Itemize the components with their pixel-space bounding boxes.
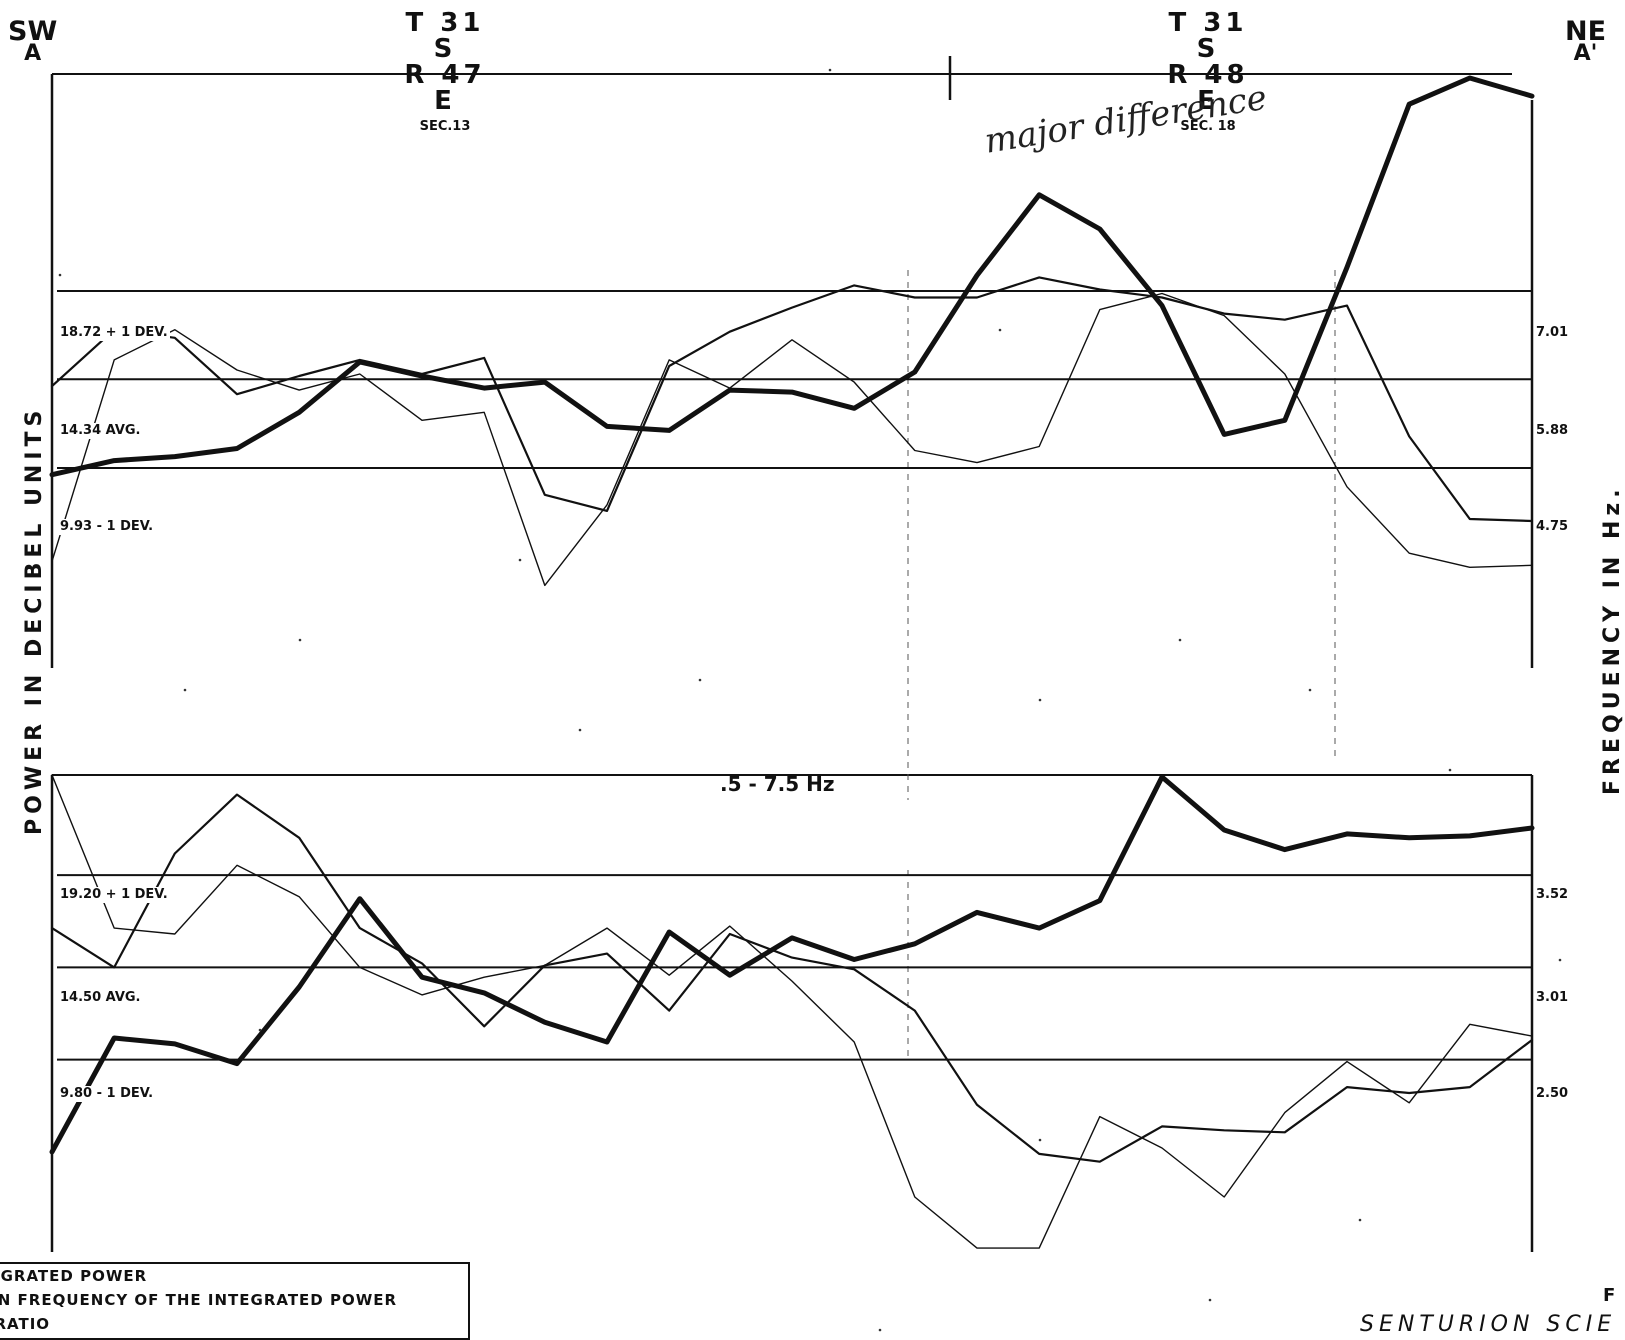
scan-speck-7 xyxy=(878,1328,882,1332)
scan-speck-12 xyxy=(1308,688,1312,692)
lower-freq-avg-label: 3.01 xyxy=(1534,990,1571,1006)
point-a-prime-label: A' xyxy=(1573,41,1598,66)
scan-speck-5 xyxy=(698,678,702,682)
township-right-line1: T 31 S xyxy=(1168,8,1248,64)
legend-box: INTEGRATED POWER MEAN FREQUENCY OF THE I… xyxy=(0,1262,470,1340)
upper-freq-low-label: 4.75 xyxy=(1534,519,1571,535)
township-left-line2: R 47 E xyxy=(404,60,486,116)
upper-series-thin-line xyxy=(51,292,1533,587)
scan-speck-9 xyxy=(1038,698,1042,702)
point-a-label: A xyxy=(24,41,42,66)
upper-freq-avg-label: 5.88 xyxy=(1534,423,1571,439)
scan-speck-8 xyxy=(998,328,1002,332)
township-header-left: T 31 S R 47 E SEC.13 xyxy=(395,10,495,133)
scan-speck-10 xyxy=(1178,638,1182,642)
upper-freq-high-label: 7.01 xyxy=(1534,325,1571,341)
legend-item-sp-ratio: S/P RATIO xyxy=(0,1315,51,1333)
scan-speck-6 xyxy=(828,68,832,72)
upper-avg-label: 14.34 AVG. xyxy=(58,423,143,439)
right-axis-label: FREQUENCY IN Hz. xyxy=(1600,484,1625,795)
scan-speck-13 xyxy=(1448,768,1452,772)
legend-item-integrated-power: INTEGRATED POWER xyxy=(0,1267,148,1285)
upper-series-medium-line xyxy=(50,276,1534,523)
ne-corner-label: NE A' xyxy=(1565,18,1606,65)
lower-plus-dev-label: 19.20 + 1 DEV. xyxy=(58,887,170,903)
scan-speck-11 xyxy=(1208,1298,1212,1302)
township-right-section: SEC. 18 xyxy=(1180,119,1236,134)
scan-speck-1 xyxy=(183,688,187,692)
scan-speck-3 xyxy=(518,558,522,562)
upper-series-thick-line xyxy=(49,75,1535,478)
lower-series-medium-line xyxy=(50,793,1534,1163)
lower-minus-dev-label: 9.80 - 1 DEV. xyxy=(58,1086,156,1102)
township-header-right: T 31 S R 48 E SEC. 18 xyxy=(1158,10,1258,133)
left-axis-label: POWER IN DECIBEL UNITS xyxy=(22,405,47,835)
township-left-line1: T 31 S xyxy=(405,8,485,64)
ne-direction: NE xyxy=(1565,16,1607,47)
scan-speck-17 xyxy=(1038,1138,1042,1142)
scan-speck-15 xyxy=(258,1028,262,1032)
scan-speck-16 xyxy=(1358,1218,1362,1222)
scan-speck-4 xyxy=(578,728,582,732)
lower-freq-high-label: 3.52 xyxy=(1534,887,1571,903)
figure-label: F xyxy=(1603,1285,1616,1306)
frequency-band-label: .5 - 7.5 Hz xyxy=(720,772,835,796)
upper-plus-dev-label: 18.72 + 1 DEV. xyxy=(58,325,170,341)
upper-minus-dev-label: 9.93 - 1 DEV. xyxy=(58,519,156,535)
sw-direction: SW xyxy=(8,16,58,47)
lower-freq-low-label: 2.50 xyxy=(1534,1086,1571,1102)
lower-series-thick-line xyxy=(49,774,1535,1155)
scan-speck-2 xyxy=(298,638,302,642)
scan-speck-14 xyxy=(1558,958,1562,962)
sw-corner-label: SW A xyxy=(8,18,57,65)
footer-credit: SENTURION SCIE xyxy=(1360,1312,1617,1337)
lower-series-thin-line xyxy=(51,774,1533,1249)
scan-speck-0 xyxy=(58,273,62,277)
township-left-section: SEC.13 xyxy=(419,119,471,134)
legend-item-mean-frequency: MEAN FREQUENCY OF THE INTEGRATED POWER xyxy=(0,1291,398,1309)
lower-avg-label: 14.50 AVG. xyxy=(58,990,143,1006)
township-right-line2: R 48 E xyxy=(1167,60,1249,116)
